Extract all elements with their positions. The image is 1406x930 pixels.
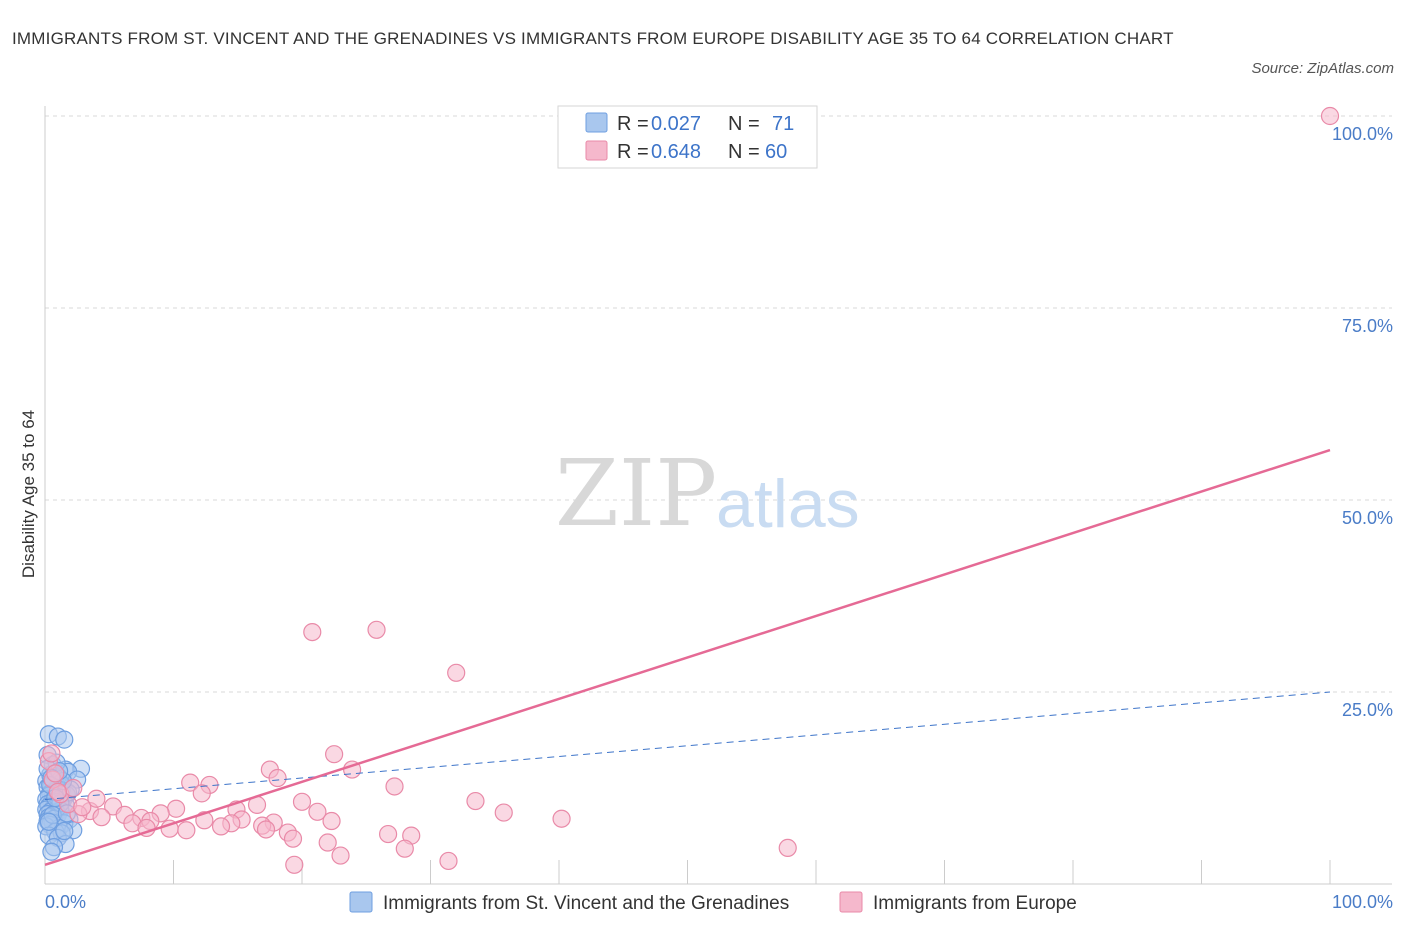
point-pink-1 [303,622,322,642]
legend-swatch-blue [585,112,608,133]
point-blue-2 [55,730,74,749]
watermark-atlas: atlas [716,466,860,542]
legend-r-value-pink: 0.648 [651,141,701,163]
x-tick-label-max: 100.0% [1332,892,1393,912]
point-pink-3 [447,663,466,682]
legend-r-label-blue: R = [617,113,649,135]
point-pink-47 [331,846,350,865]
legend-n-value-pink: 60 [765,141,787,163]
point-pink-19 [308,802,327,821]
point-pink-39 [177,821,196,840]
point-pink-44 [283,829,303,848]
point-pink-35 [211,817,231,836]
y-tick-label-75: 75.0% [1342,316,1393,336]
point-pink-24 [552,809,571,828]
point-pink-7 [268,768,287,788]
source-label: Source: ZipAtlas.com [1251,60,1394,77]
point-pink-40 [256,820,276,839]
point-pink-43 [378,824,398,844]
bottom-legend-swatch-pink [839,891,863,913]
bottom-legend-label-blue: Immigrants from St. Vincent and the Gren… [383,893,789,914]
legend-n-value-blue: 71 [772,113,794,135]
point-blue-70 [55,821,74,841]
watermark: ZIP atlas [555,440,860,547]
point-blue-66 [39,812,58,831]
point-blue-56 [42,842,61,861]
point-pink-57 [46,764,65,783]
y-axis-tick-labels: 25.0% 50.0% 75.0% 100.0% [1332,124,1393,720]
trend-lines [44,448,1331,866]
point-pink-4 [325,745,344,764]
point-pink-15 [166,799,186,818]
point-pink-54 [64,778,83,798]
gridlines [45,115,1392,693]
point-pink-48 [778,838,797,858]
watermark-zip: ZIP [555,440,717,547]
legend-n-label-blue: N = [728,113,760,135]
correlation-legend: R = 0.027 N = 71 R = 0.648 N = 60 [557,105,818,169]
y-tick-label-50: 50.0% [1342,508,1393,528]
legend-r-label-pink: R = [617,141,649,163]
y-axis-label: Disability Age 35 to 64 [19,410,38,578]
point-pink-49 [439,851,458,871]
point-pink-46 [395,839,414,858]
x-axis-ticks [44,860,1331,884]
point-pink-58 [73,798,92,817]
trend-line-pink [44,448,1331,866]
legend-swatch-pink [585,140,608,161]
y-tick-label-100: 100.0% [1332,124,1393,144]
trend-line-blue [44,691,1331,801]
data-points [37,106,1340,874]
chart-title: IMMIGRANTS FROM ST. VINCENT AND THE GREN… [12,29,1174,48]
series-legend: Immigrants from St. Vincent and the Gren… [349,891,1077,914]
point-pink-10 [385,777,404,796]
point-pink-45 [318,833,337,852]
x-tick-label-min: 0.0% [45,892,86,912]
point-pink-18 [494,803,513,822]
point-pink-13 [292,792,312,811]
point-pink-56 [48,782,67,801]
point-pink-0 [1320,106,1340,126]
point-pink-11 [192,784,211,803]
bottom-legend-label-pink: Immigrants from Europe [873,893,1077,914]
point-pink-50 [285,855,304,874]
point-pink-32 [92,808,111,827]
y-tick-label-25: 25.0% [1342,700,1393,720]
point-pink-12 [466,791,485,811]
legend-n-label-pink: N = [728,141,760,163]
point-pink-59 [42,744,61,763]
point-pink-25 [322,811,341,831]
legend-r-value-blue: 0.027 [651,113,701,135]
bottom-legend-swatch-blue [349,891,373,913]
point-pink-55 [87,789,106,808]
point-pink-2 [367,620,386,639]
